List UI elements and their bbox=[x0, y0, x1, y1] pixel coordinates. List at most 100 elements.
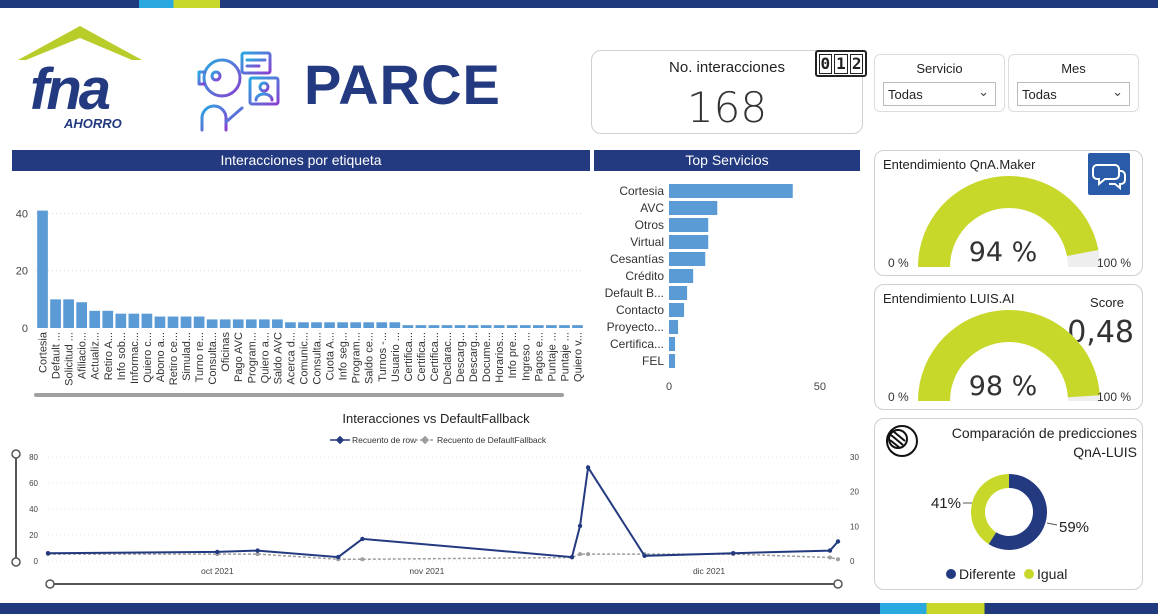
x-tick-label: Descarg... bbox=[468, 332, 480, 382]
bar bbox=[219, 319, 231, 328]
category-label: AVC bbox=[640, 201, 664, 215]
bar bbox=[285, 322, 296, 328]
bar bbox=[669, 184, 793, 198]
series-line bbox=[47, 464, 839, 559]
x-tick-label: Oficinas bbox=[220, 332, 232, 372]
x-tick-label: Usuario ... bbox=[390, 332, 402, 382]
servicios-bar-chart: Cortesia AVC Otros Virtual Cesantías Crédito D… bbox=[605, 184, 826, 393]
data-point bbox=[215, 549, 220, 555]
bar bbox=[669, 286, 688, 300]
bar bbox=[402, 325, 414, 328]
y-tick-label: 20 bbox=[16, 266, 28, 278]
x-tick-label: Saldo ce... bbox=[364, 332, 376, 384]
data-point bbox=[642, 553, 647, 558]
legend-marker bbox=[335, 435, 345, 445]
bar bbox=[63, 299, 74, 328]
legend-dot bbox=[946, 569, 956, 579]
bar bbox=[669, 354, 676, 368]
horizontal-zoom-handle bbox=[833, 579, 843, 589]
bar bbox=[298, 322, 309, 328]
bar bbox=[669, 320, 679, 334]
legend-label: Recuento de row bbox=[352, 435, 417, 445]
x-tick-label: oct 2021 bbox=[201, 566, 234, 576]
x-tick-label: 50 bbox=[814, 381, 826, 393]
x-tick-label: Consulta... bbox=[207, 332, 219, 385]
legend-label: Recuento de DefaultFallback bbox=[437, 435, 547, 445]
y-right-tick-label: 30 bbox=[850, 453, 859, 462]
x-tick-label: Pago AVC bbox=[233, 332, 245, 382]
category-label: Cesantías bbox=[610, 252, 664, 266]
gauge-max-label: 100 % bbox=[1097, 390, 1131, 404]
x-tick-label: Consulta... bbox=[312, 332, 324, 385]
bottom-stripe bbox=[0, 603, 1158, 614]
category-label: Otros bbox=[635, 218, 664, 232]
x-tick-label: Abono a... bbox=[155, 332, 167, 382]
donut-title: Comparación de predicciones bbox=[952, 425, 1137, 441]
app-title: PARCE bbox=[304, 53, 501, 116]
bar bbox=[272, 319, 283, 328]
bar bbox=[669, 269, 694, 283]
chat-bubbles-icon bbox=[1088, 153, 1130, 195]
bar bbox=[669, 201, 718, 215]
vertical-zoom-handle bbox=[11, 557, 21, 567]
data-point bbox=[585, 465, 591, 470]
bar bbox=[669, 252, 706, 266]
top-stripe bbox=[0, 0, 1158, 8]
bar bbox=[480, 325, 492, 328]
vertical-zoom-handle bbox=[11, 449, 21, 459]
bar bbox=[37, 210, 48, 328]
qna-gauge: 94 % 0 % 100 % bbox=[888, 176, 1131, 270]
icon-shape bbox=[889, 430, 906, 449]
x-tick-label: Afiliacio... bbox=[77, 332, 89, 379]
x-tick-label: Cortesia bbox=[38, 331, 50, 373]
x-tick-label: Solicitud ... bbox=[64, 332, 76, 386]
bar bbox=[232, 319, 244, 328]
x-tick-label: Cuota A... bbox=[325, 332, 337, 380]
data-point bbox=[731, 551, 736, 556]
icon-shape bbox=[886, 425, 918, 457]
kpi-value: 168 bbox=[686, 83, 768, 132]
gauge-value: 94 % bbox=[969, 237, 1038, 268]
x-tick-label: Quiero a... bbox=[259, 332, 271, 383]
data-point bbox=[836, 557, 840, 562]
data-point bbox=[578, 552, 583, 557]
bar bbox=[441, 325, 453, 328]
x-tick-label: Horarios... bbox=[494, 332, 506, 383]
data-point bbox=[586, 552, 591, 557]
data-point bbox=[360, 557, 365, 562]
bar bbox=[128, 313, 140, 328]
bar bbox=[102, 310, 114, 328]
line-chart: Interacciones vs DefaultFallback Recuento… bbox=[11, 411, 859, 589]
x-tick-label: Puntaje ... bbox=[546, 332, 558, 382]
servicio-dropdown-value: Todas bbox=[888, 87, 923, 102]
x-tick-label: Informac... bbox=[129, 332, 141, 384]
x-tick-label: Actualiz... bbox=[90, 332, 102, 380]
bar bbox=[546, 325, 557, 328]
bar bbox=[493, 325, 505, 328]
y-left-tick-label: 80 bbox=[29, 453, 38, 462]
x-tick-label: Saldo AVC bbox=[272, 332, 284, 384]
gauge-value: 98 % bbox=[969, 371, 1038, 402]
horizontal-zoom-handle bbox=[45, 579, 55, 589]
servicio-dropdown[interactable]: Todas ⌄ bbox=[883, 82, 996, 106]
bar bbox=[89, 310, 101, 328]
mes-dropdown[interactable]: Todas ⌄ bbox=[1017, 82, 1130, 106]
qna-gauge-card: Entendimiento QnA.Maker 94 % 0 % 100 % bbox=[874, 150, 1143, 276]
x-tick-label: Acerca d... bbox=[285, 332, 297, 385]
x-tick-label: Docume... bbox=[481, 332, 493, 382]
bar bbox=[141, 313, 153, 328]
y-left-tick-label: 60 bbox=[29, 479, 38, 488]
counter-digit: 0 bbox=[818, 53, 833, 74]
bar bbox=[559, 325, 570, 328]
bar bbox=[506, 325, 518, 328]
bar bbox=[669, 337, 676, 351]
label-leader bbox=[1046, 522, 1058, 526]
gauge-min-label: 0 % bbox=[888, 256, 909, 270]
etiquetas-bar-chart: 0 20 40 Cortesia Default ... Solicitud ... Afi… bbox=[16, 208, 584, 397]
y-right-tick-label: 20 bbox=[850, 488, 859, 497]
data-point bbox=[827, 555, 832, 560]
y-left-tick-label: 20 bbox=[29, 531, 38, 540]
line-chart-title: Interacciones vs DefaultFallback bbox=[342, 411, 530, 426]
category-label: Certifica... bbox=[610, 337, 664, 351]
slice-percent-label: 41% bbox=[931, 495, 961, 512]
